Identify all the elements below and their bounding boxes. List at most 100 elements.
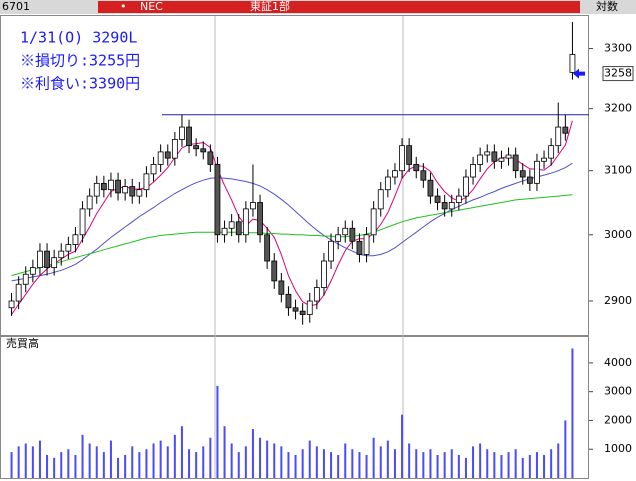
volume-bar	[31, 446, 34, 478]
volume-bar	[188, 449, 191, 478]
candle-body	[129, 186, 136, 197]
candle-body	[164, 151, 171, 159]
volume-bar	[493, 452, 496, 478]
candle-body	[491, 151, 498, 162]
volume-bar	[557, 443, 560, 478]
volume-bar	[564, 420, 567, 478]
candle-body	[392, 170, 398, 178]
volume-bar	[315, 446, 318, 478]
candle-body	[257, 202, 263, 236]
volume-bar	[74, 454, 77, 478]
y-tick-label: 3000	[604, 228, 632, 241]
candle-body	[136, 189, 143, 197]
y-tick-label: 2000	[604, 413, 632, 426]
volume-bar	[344, 443, 347, 478]
candle-body	[44, 250, 50, 269]
volume-bar	[230, 443, 233, 478]
price-panel	[0, 15, 589, 336]
volume-bar	[46, 454, 49, 478]
volume-bar	[173, 434, 176, 478]
volume-bar	[180, 426, 183, 478]
candle-body	[498, 157, 505, 162]
market: 東証1部	[250, 0, 290, 13]
candle-body	[569, 54, 576, 73]
volume-bar	[145, 449, 148, 478]
y-tick-label: 2900	[604, 294, 632, 307]
candle-body	[477, 154, 484, 165]
candle-body	[122, 186, 129, 194]
candle-body	[72, 234, 79, 245]
volume-bar	[535, 452, 538, 478]
candle-body	[100, 182, 107, 191]
candle-body	[86, 195, 93, 210]
candle-body	[441, 202, 448, 210]
candle-body	[455, 195, 462, 203]
y-tick-label: 4000	[604, 356, 632, 369]
volume-panel	[0, 336, 589, 479]
volume-bar	[67, 449, 70, 478]
y-tick-label: 3300	[604, 42, 632, 55]
candle-body	[463, 176, 469, 197]
candle-body	[548, 145, 555, 159]
bullet: •	[120, 0, 127, 13]
candle-body	[505, 154, 512, 159]
moving-average	[11, 194, 573, 277]
volume-bar	[422, 452, 425, 478]
annotation: 1/31(O) 3290L	[20, 29, 137, 47]
candle-body	[448, 202, 455, 210]
volume-bar	[251, 429, 254, 478]
candle-body	[214, 164, 221, 236]
header-title-box	[98, 1, 580, 13]
volume-bar	[457, 454, 460, 478]
candle-body	[427, 179, 434, 197]
candle-body	[65, 244, 72, 252]
volume-bar	[280, 446, 283, 478]
candle-body	[157, 151, 164, 165]
moving-average	[11, 120, 573, 315]
price-arrow	[573, 68, 585, 79]
candle-body	[526, 176, 533, 184]
volume-bar	[259, 437, 262, 478]
candle-body	[356, 240, 363, 255]
volume-bar	[337, 454, 340, 478]
volume-bar	[266, 440, 269, 478]
volume-bar	[202, 446, 205, 478]
volume-bar	[81, 434, 84, 478]
volume-bar	[308, 440, 311, 478]
volume-bar	[464, 457, 467, 478]
volume-bar	[124, 454, 127, 478]
candle-body	[51, 257, 58, 269]
volume-bar	[237, 452, 240, 478]
candle-body	[235, 221, 242, 236]
candle-body	[171, 139, 178, 159]
volume-bar	[351, 449, 354, 478]
candle-body	[108, 179, 114, 191]
candle-body	[15, 283, 22, 302]
candle-body	[22, 273, 29, 285]
candle-body	[193, 145, 200, 150]
candle-body	[179, 126, 185, 140]
candle-body	[207, 151, 214, 165]
candle-body	[200, 148, 207, 153]
candle-body	[519, 170, 526, 178]
volume-bar	[443, 452, 446, 478]
candle-body	[399, 145, 405, 172]
volume-bar	[479, 443, 482, 478]
candle-body	[313, 287, 320, 302]
volume-bar	[358, 452, 361, 478]
candle-body	[292, 307, 299, 312]
candle-body	[555, 126, 562, 147]
volume-bar	[450, 449, 453, 478]
volume-bar	[472, 446, 475, 478]
volume-bar	[514, 449, 517, 478]
volume-title: 売買高	[6, 336, 39, 350]
candle-body	[8, 300, 15, 309]
volume-bar	[53, 457, 56, 478]
candle-body	[512, 154, 519, 172]
volume-bar	[500, 454, 503, 478]
annotation: ※利食い:3390円	[20, 75, 140, 93]
volume-bar	[166, 446, 169, 478]
volume-bar	[287, 452, 290, 478]
candle-body	[470, 164, 476, 178]
